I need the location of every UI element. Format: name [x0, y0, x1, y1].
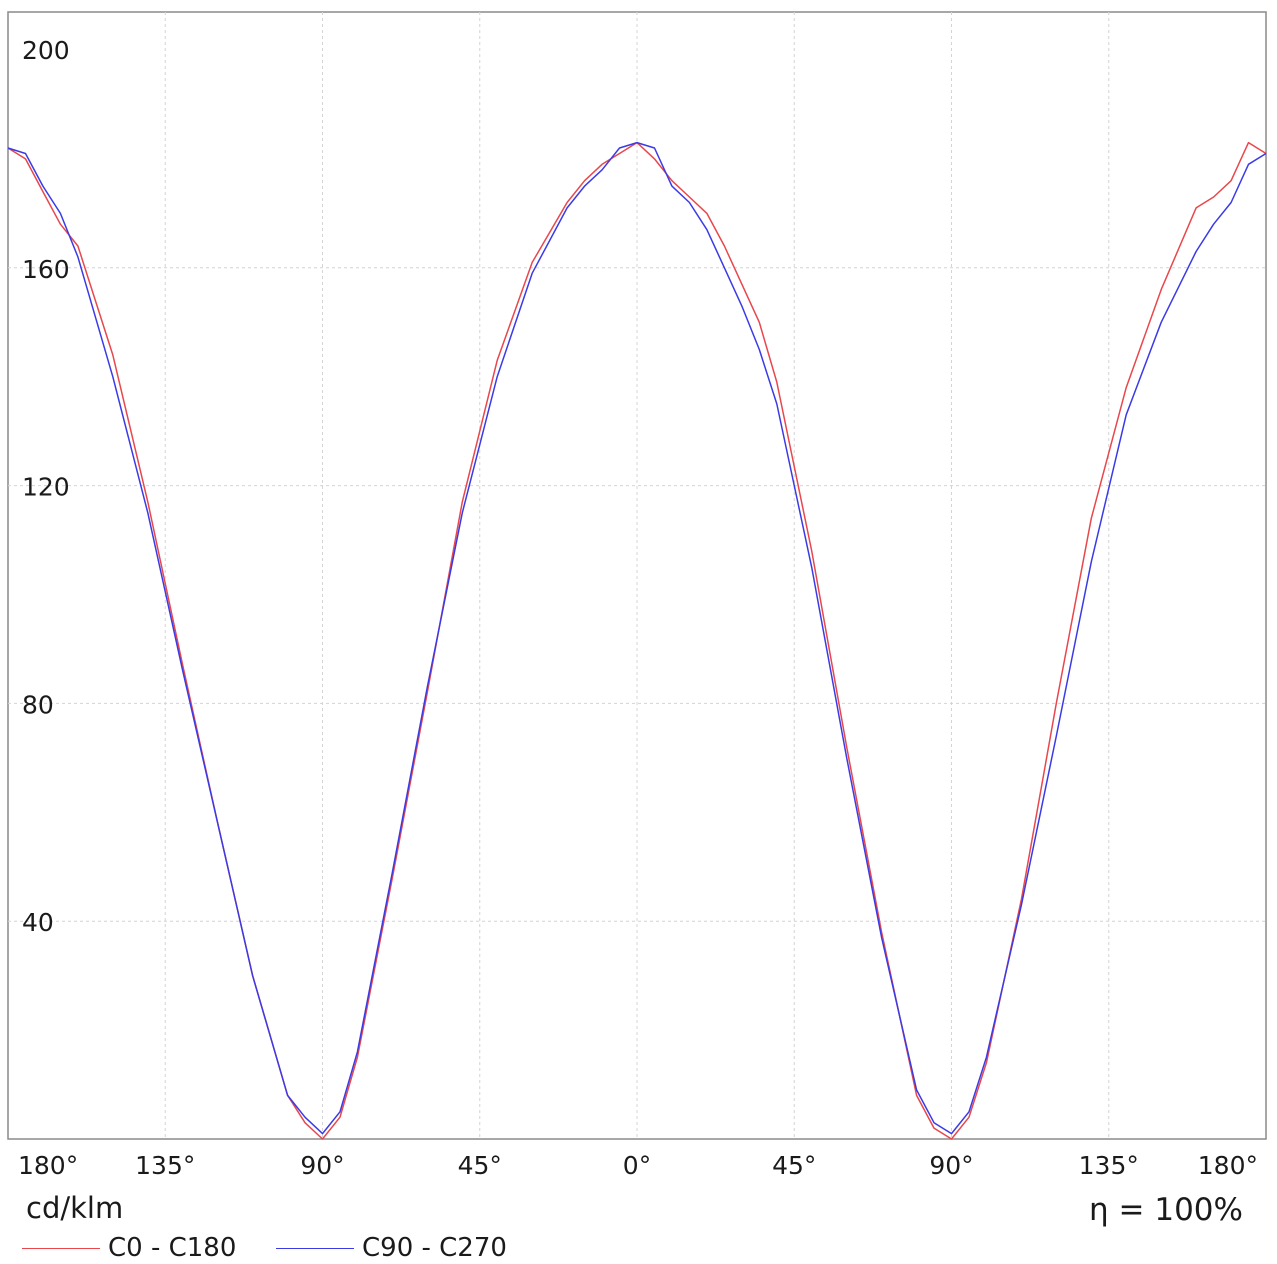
y-tick-label: 160 — [22, 255, 70, 284]
y-tick-label: 40 — [22, 908, 54, 937]
series-line-c90-c270 — [7, 141, 1267, 1135]
x-tick-label: 0° — [623, 1151, 651, 1180]
x-tick-label: 135° — [1079, 1151, 1139, 1180]
efficiency-label: η = 100% — [1089, 1192, 1243, 1228]
y-tick-label: 120 — [22, 473, 70, 502]
x-axis-tick-labels: 180° 135° 90° 45° 0° 45° 90° 135° 180° — [18, 1151, 1258, 1180]
x-tick-label: 90° — [300, 1151, 344, 1180]
gridlines — [8, 12, 1266, 1139]
legend-item-c0-c180: C0 - C180 — [22, 1232, 236, 1264]
unit-label: cd/klm — [26, 1191, 124, 1225]
legend-label-c90-c270: C90 - C270 — [362, 1233, 507, 1263]
legend-swatch-c90-c270 — [276, 1247, 354, 1249]
x-tick-label: 180° — [1198, 1151, 1258, 1180]
x-tick-label: 180° — [18, 1151, 78, 1180]
y-tick-label: 200 — [22, 36, 70, 65]
x-tick-label: 45° — [458, 1151, 502, 1180]
y-tick-label: 80 — [22, 690, 54, 719]
x-tick-label: 90° — [929, 1151, 973, 1180]
series-lines — [7, 141, 1267, 1140]
x-tick-label: 135° — [135, 1151, 195, 1180]
legend-item-c90-c270: C90 - C270 — [276, 1232, 507, 1264]
x-tick-label: 45° — [772, 1151, 816, 1180]
legend-label-c0-c180: C0 - C180 — [108, 1233, 237, 1263]
y-axis-tick-labels: 40 80 120 160 200 — [22, 36, 70, 937]
legend-swatch-c0-c180 — [22, 1247, 100, 1249]
